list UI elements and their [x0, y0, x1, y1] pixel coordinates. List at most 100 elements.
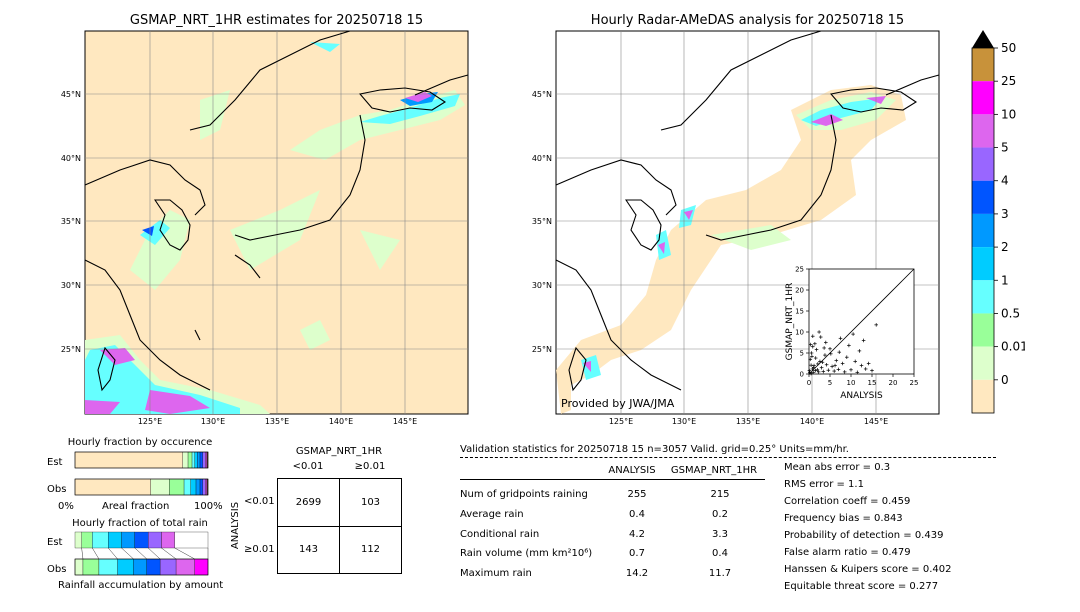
- stat-analysis: 0.7: [629, 548, 645, 559]
- scatter-point: [836, 367, 841, 372]
- total-obs-segment: [74, 558, 84, 576]
- diagonal-line: [808, 268, 915, 375]
- scatter-ylabel: GSMAP_NRT_1HR: [785, 283, 795, 361]
- map-credit: Provided by JWA/JMA: [561, 397, 675, 410]
- colorbar-tick-label: 5: [1001, 141, 1009, 155]
- occurrence-obs-segment: [169, 478, 185, 496]
- stat-label: Maximum rain: [460, 568, 532, 579]
- scatter-point: [816, 362, 820, 366]
- scatter-point: [840, 361, 845, 366]
- occurrence-est-segment: [191, 451, 195, 469]
- scatter-inset: 00 5 5 10 10 15 15 20 20 25 25 ANALYSIS GSMAP_NRT_1H…: [785, 266, 919, 402]
- scatter-point: [826, 368, 831, 373]
- col-analysis: ANALYSIS: [608, 465, 656, 476]
- total-obs-label: Obs: [47, 564, 67, 575]
- scatter-point: [847, 343, 851, 348]
- scatter-point: [828, 347, 832, 351]
- contingency-grid: 2699 103 143 112: [277, 478, 402, 574]
- stat-gsmap: 0.4: [712, 548, 728, 559]
- score-line: RMS error = 1.1: [784, 479, 864, 490]
- scatter-x-tick: 25: [910, 379, 919, 387]
- scatter-x-tick: 0: [807, 379, 811, 387]
- scatter-point: [822, 346, 826, 350]
- scatter-y-tick: 25: [795, 266, 804, 274]
- total-est-segment: [174, 531, 209, 549]
- scatter-point: [808, 342, 813, 347]
- scatter-point: [863, 367, 868, 371]
- colorbar-swatch: [972, 213, 994, 248]
- contingency-title: GSMAP_NRT_1HR: [295, 446, 383, 457]
- total-obs-segment: [146, 558, 161, 576]
- colorbar-tick-label: 0.5: [1001, 306, 1020, 320]
- scatter-point: [819, 365, 824, 370]
- scatter-y-tick: 20: [795, 287, 804, 295]
- left-lat-label: 40°N: [61, 154, 81, 163]
- colorbar-swatch: [972, 48, 994, 82]
- scatter-point: [820, 360, 825, 365]
- left-map-title: GSMAP_NRT_1HR estimates for 20250718 15: [129, 13, 424, 28]
- occurrence-est-segment: [197, 451, 201, 469]
- colorbar-swatch: [972, 379, 994, 413]
- stat-gsmap: 11.7: [708, 568, 732, 579]
- contingency-b: 103: [360, 497, 381, 508]
- colorbar: 50 25 10 5 4 3 2 1 0.5 0.01 0: [971, 30, 1025, 414]
- contingency-col2: ≥0.01: [354, 461, 386, 472]
- occurrence-obs-segment: [199, 478, 203, 496]
- scatter-xlabel: ANALYSIS: [840, 391, 883, 401]
- colorbar-swatch: [972, 180, 994, 214]
- scatter-point: [833, 363, 837, 368]
- total-obs-segment: [82, 558, 100, 576]
- colorbar-tick-label: 1: [1001, 273, 1009, 287]
- scatter-point: [824, 362, 829, 367]
- score-line: False alarm ratio = 0.479: [784, 547, 911, 558]
- occurrence-est-segment: [74, 451, 183, 469]
- scatter-point: [809, 371, 813, 376]
- left-lon-label: 125°E: [138, 417, 162, 426]
- total-obs-segment: [133, 558, 147, 576]
- left-lat-label: 35°N: [61, 217, 81, 226]
- scatter-point: [857, 349, 862, 353]
- scatter-point: [866, 361, 871, 366]
- occurrence-obs-segment: [195, 478, 201, 496]
- scatter-point: [855, 370, 860, 375]
- scatter-point: [810, 354, 814, 359]
- left-lon-label: 145°E: [393, 417, 417, 426]
- scatter-point: [810, 334, 815, 338]
- scatter-point: [830, 364, 834, 369]
- scatter-point: [823, 353, 827, 357]
- left-lat-label: 25°N: [61, 345, 81, 354]
- left-map: 45°N 40°N 35°N 30°N 25°N 125°E 130°E 135…: [61, 30, 469, 426]
- scatter-point: [813, 341, 817, 346]
- scatter-point: [809, 363, 813, 367]
- scatter-point: [813, 356, 818, 360]
- scatter-x-tick: 15: [868, 379, 877, 387]
- validation-header: Validation statistics for 20250718 15 n=…: [460, 444, 849, 455]
- scatter-point: [809, 351, 814, 355]
- colorbar-tick-label: 50: [1001, 41, 1016, 55]
- scatter-point: [851, 332, 855, 336]
- colorbar-swatch: [972, 147, 994, 181]
- scatter-point: [814, 347, 819, 352]
- colorbar-tick-label: 0: [1001, 373, 1009, 387]
- score-line: Equitable threat score = 0.277: [784, 581, 939, 592]
- total-est-segment: [74, 531, 82, 549]
- scatter-point: [824, 340, 828, 345]
- score-line: Probability of detection = 0.439: [784, 530, 944, 541]
- score-line: Mean abs error = 0.3: [784, 462, 891, 473]
- occurrence-est-segment: [187, 451, 193, 469]
- right-lat-label: 40°N: [532, 154, 552, 163]
- occurrence-axis-mid: Areal fraction: [102, 501, 170, 512]
- contingency-c: 143: [298, 544, 319, 555]
- stat-gsmap: 215: [710, 489, 730, 500]
- stat-label: Num of gridpoints raining: [460, 489, 588, 500]
- right-lat-label: 45°N: [532, 90, 552, 99]
- colorbar-tick-label: 2: [1001, 240, 1009, 254]
- left-lon-label: 130°E: [201, 417, 225, 426]
- total-obs-segment: [98, 558, 118, 576]
- right-lon-label: 135°E: [736, 417, 760, 426]
- left-lon-label: 140°E: [329, 417, 353, 426]
- right-lon-label: 125°E: [609, 417, 633, 426]
- occurrence-est-segment: [182, 451, 189, 469]
- occurrence-obs-segment: [205, 478, 207, 496]
- right-map-coastline: [555, 30, 940, 392]
